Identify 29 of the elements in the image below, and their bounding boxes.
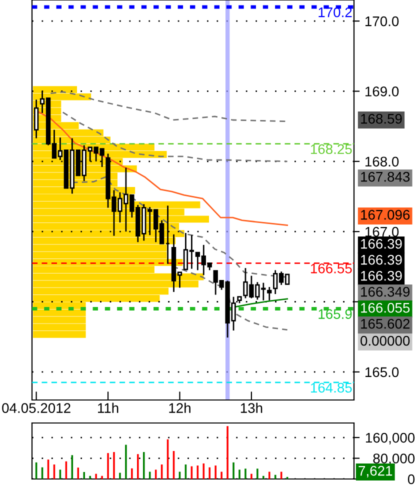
candlestick xyxy=(267,286,272,302)
y-tick-label: 169.0 xyxy=(365,86,399,96)
x-tick-label: 13h xyxy=(240,402,262,413)
ref-line-label: 166.55 xyxy=(310,264,352,274)
line-series xyxy=(50,91,288,122)
text: 166.349 xyxy=(361,286,410,297)
text: 166.055 xyxy=(361,302,410,313)
y-tick-label: 80,000 xyxy=(373,454,415,466)
x-tick-label: 12h xyxy=(169,402,190,413)
text: 7,621 xyxy=(358,466,392,478)
ref-line-label: 164.85 xyxy=(310,382,352,393)
text: 167.096 xyxy=(361,210,410,220)
text: 168.59 xyxy=(361,114,402,124)
text: 167.843 xyxy=(361,172,410,182)
y-tick-label: 170.0 xyxy=(365,16,399,26)
y-tick-label: 165.0 xyxy=(365,367,399,378)
text: 166.39 xyxy=(361,254,402,265)
y-tick-label: 168.0 xyxy=(365,156,399,167)
text: 165.602 xyxy=(361,318,410,329)
x-tick-label: 04.05.2012 xyxy=(2,403,70,413)
text: 166.39 xyxy=(361,270,402,281)
y-tick-label: 167.0 xyxy=(365,226,399,237)
text: 0.00000 xyxy=(360,336,410,346)
y-tick-label: 160,000 xyxy=(366,432,415,444)
line-series xyxy=(62,112,288,162)
text: 166.39 xyxy=(361,238,402,249)
y-tick-label: 0 xyxy=(408,474,415,484)
ref-line-label: 168.25 xyxy=(310,144,352,154)
x-tick-label: 11h xyxy=(98,402,118,413)
